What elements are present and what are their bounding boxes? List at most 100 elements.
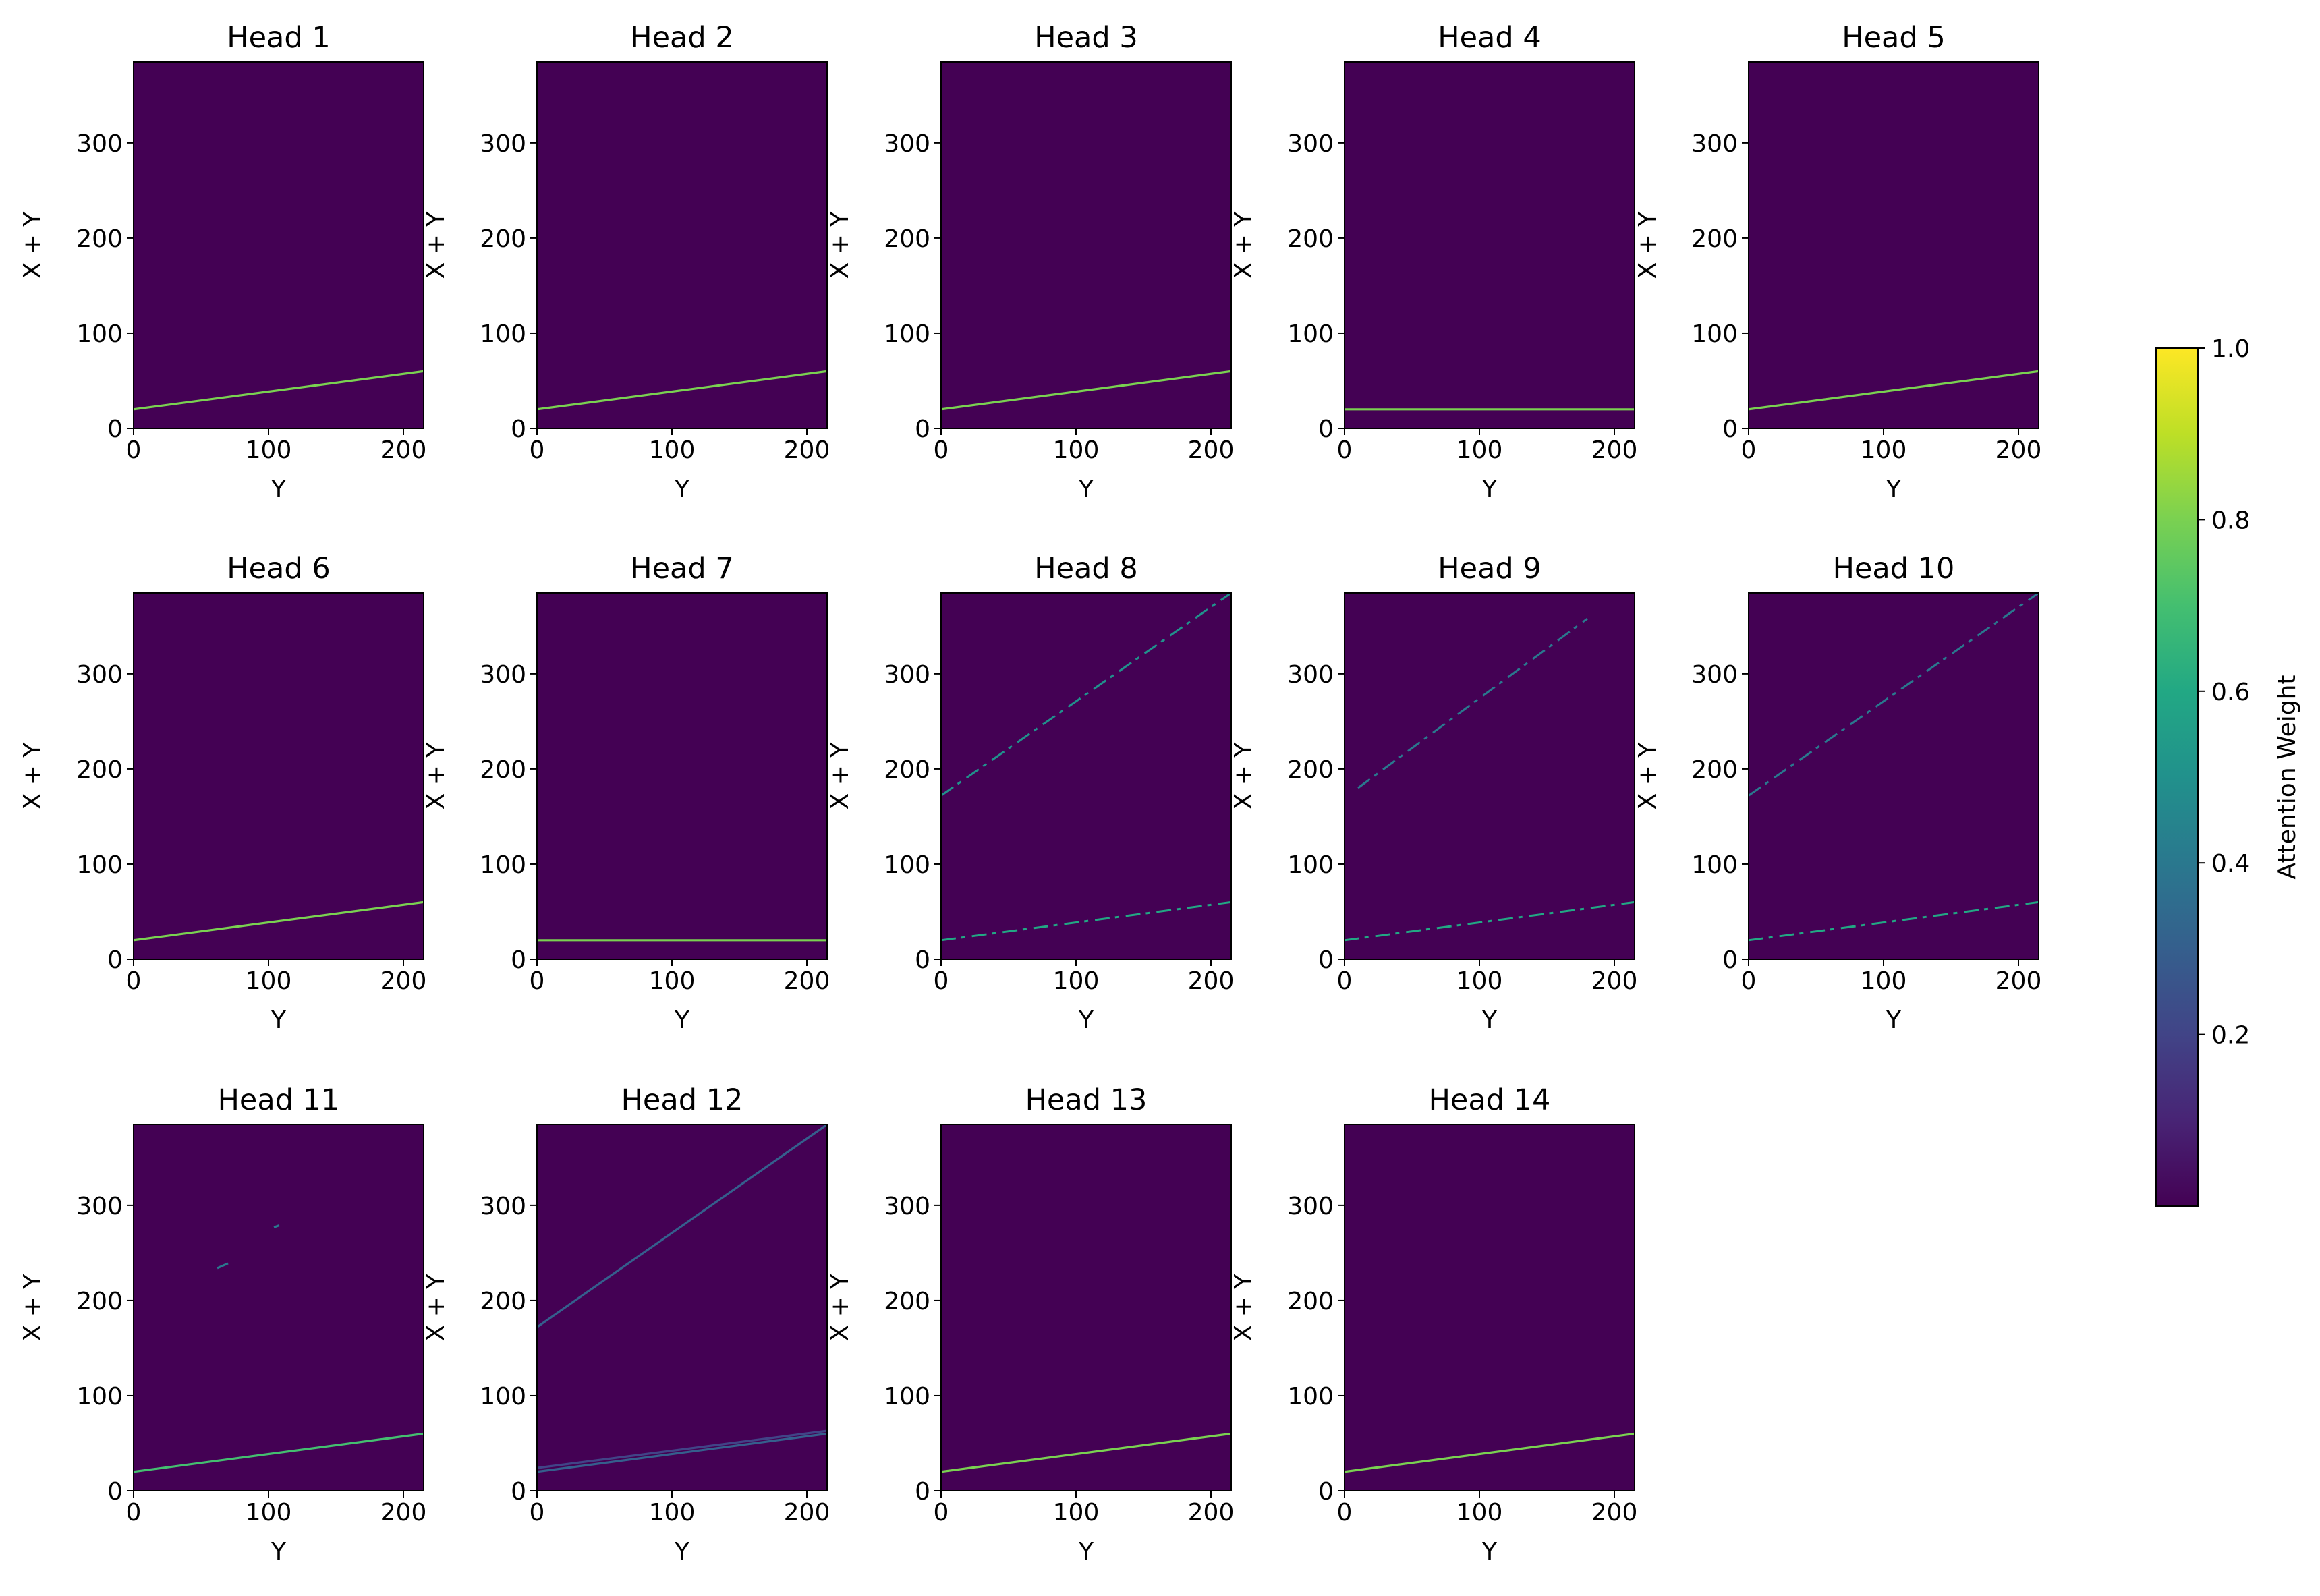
y-tick-label: 100: [884, 851, 930, 879]
x-tick-label: 0: [126, 436, 142, 464]
x-tick-label: 200: [1188, 1499, 1235, 1527]
attention-line-1: [537, 370, 827, 411]
colorbar-tick-label: 1.0: [2211, 335, 2250, 363]
heatmap-background: [941, 593, 1231, 959]
x-tick-label: 0: [126, 1499, 142, 1527]
x-tick-label: 200: [784, 1499, 830, 1527]
axes-frame: [1344, 1124, 1635, 1491]
y-tick-label: 100: [480, 1383, 526, 1410]
panel-title: Head 5: [1842, 21, 1945, 55]
x-tick-label: 100: [1456, 967, 1503, 995]
heatmap-background: [1749, 62, 2039, 428]
x-tick-label: 100: [1456, 436, 1503, 464]
y-axis-label: X + Y: [19, 1274, 47, 1342]
x-tick-label: 200: [1591, 967, 1638, 995]
y-tick-label: 100: [76, 320, 123, 348]
y-tick-label: 0: [511, 1478, 526, 1506]
y-tick-label: 100: [884, 1383, 930, 1410]
x-tick-label: 0: [530, 967, 545, 995]
y-tick-label: 100: [1691, 320, 1738, 348]
panel-head-9: 0 100 200 0 100 200 300 Head 9 Y X + Y: [1230, 552, 1637, 1034]
attention-line-1: [134, 370, 424, 411]
x-tick-label: 100: [649, 1499, 696, 1527]
y-tick-label: 200: [76, 756, 123, 784]
y-axis-label: X + Y: [1230, 1274, 1257, 1342]
panel-title: Head 1: [227, 21, 330, 55]
y-tick-label: 200: [884, 225, 930, 253]
y-tick-label: 300: [480, 661, 526, 689]
panel-head-1: 0 100 200 0 100 200 300 Head 1 Y X + Y: [19, 21, 426, 503]
y-tick-label: 0: [511, 946, 526, 974]
axes-frame: [1748, 61, 2039, 429]
heatmap-background: [134, 593, 424, 959]
x-axis-label: Y: [674, 1538, 690, 1566]
y-tick-label: 100: [1287, 320, 1334, 348]
y-tick-label: 0: [1318, 1478, 1334, 1506]
x-tick-label: 0: [126, 967, 142, 995]
x-tick-label: 200: [1188, 967, 1235, 995]
y-tick-label: 300: [1287, 130, 1334, 158]
panel-title: Head 6: [227, 552, 330, 586]
y-tick-label: 0: [1318, 416, 1334, 443]
x-tick-label: 100: [1861, 967, 1907, 995]
y-tick-label: 100: [76, 1383, 123, 1410]
x-tick-label: 0: [934, 436, 949, 464]
panel-title: Head 3: [1034, 21, 1137, 55]
y-axis-label: X + Y: [1634, 742, 1662, 810]
y-tick-label: 200: [480, 756, 526, 784]
x-axis-label: Y: [271, 1006, 287, 1034]
y-tick-label: 100: [480, 320, 526, 348]
attention-lines: [941, 1432, 1231, 1473]
attention-line-2: [1357, 617, 1588, 789]
attention-line-1: [941, 370, 1231, 411]
y-tick-label: 300: [1691, 130, 1738, 158]
attention-lines: [941, 593, 1231, 942]
y-tick-label: 0: [511, 416, 526, 443]
attention-line-1: [537, 1432, 827, 1473]
x-tick-label: 100: [649, 967, 696, 995]
x-tick-label: 100: [1053, 967, 1100, 995]
y-tick-label: 200: [1691, 225, 1738, 253]
attention-line-2: [1749, 593, 2039, 797]
y-axis-label: X + Y: [1634, 211, 1662, 279]
attention-line-3: [273, 1224, 280, 1228]
panel-title: Head 13: [1025, 1083, 1148, 1117]
x-tick-label: 100: [246, 1499, 292, 1527]
x-tick-label: 0: [530, 436, 545, 464]
axes-frame: [536, 592, 828, 960]
axes-frame: [536, 1124, 828, 1491]
y-axis-label: X + Y: [826, 1274, 854, 1342]
y-tick-label: 100: [1287, 1383, 1334, 1410]
x-tick-label: 100: [649, 436, 696, 464]
y-tick-label: 0: [1318, 946, 1334, 974]
axes-frame: [940, 592, 1232, 960]
x-tick-label: 0: [1741, 436, 1757, 464]
x-tick-label: 200: [1996, 436, 2042, 464]
colorbar-tick-label: 0.8: [2211, 507, 2250, 534]
y-axis-label: X + Y: [422, 1274, 450, 1342]
y-tick-label: 300: [1287, 1193, 1334, 1220]
heatmap-background: [134, 62, 424, 428]
axes-frame: [133, 592, 424, 960]
panel-head-6: 0 100 200 0 100 200 300 Head 6 Y X + Y: [19, 552, 426, 1034]
x-axis-label: Y: [1886, 1006, 1902, 1034]
x-axis-label: Y: [1481, 1538, 1498, 1566]
panel-head-3: 0 100 200 0 100 200 300 Head 3 Y X + Y: [826, 21, 1234, 503]
axes-frame: [133, 61, 424, 429]
y-tick-label: 100: [76, 851, 123, 879]
x-tick-label: 100: [1053, 1499, 1100, 1527]
x-tick-label: 0: [1337, 967, 1353, 995]
colorbar-label: Attention Weight: [2273, 675, 2301, 879]
attention-lines: [1749, 593, 2039, 942]
panel-head-14: 0 100 200 0 100 200 300 Head 14 Y X + Y: [1230, 1083, 1637, 1566]
colorbar-ticks: 0.2 0.4 0.6 0.8 1.0: [2198, 335, 2250, 1050]
x-tick-label: 0: [1337, 1499, 1353, 1527]
y-axis-label: X + Y: [1230, 211, 1257, 279]
y-tick-label: 200: [884, 756, 930, 784]
y-tick-label: 100: [1287, 851, 1334, 879]
x-tick-label: 200: [380, 436, 427, 464]
x-tick-label: 200: [1591, 436, 1638, 464]
y-tick-label: 100: [1691, 851, 1738, 879]
x-tick-label: 200: [1188, 436, 1235, 464]
y-tick-label: 300: [480, 130, 526, 158]
